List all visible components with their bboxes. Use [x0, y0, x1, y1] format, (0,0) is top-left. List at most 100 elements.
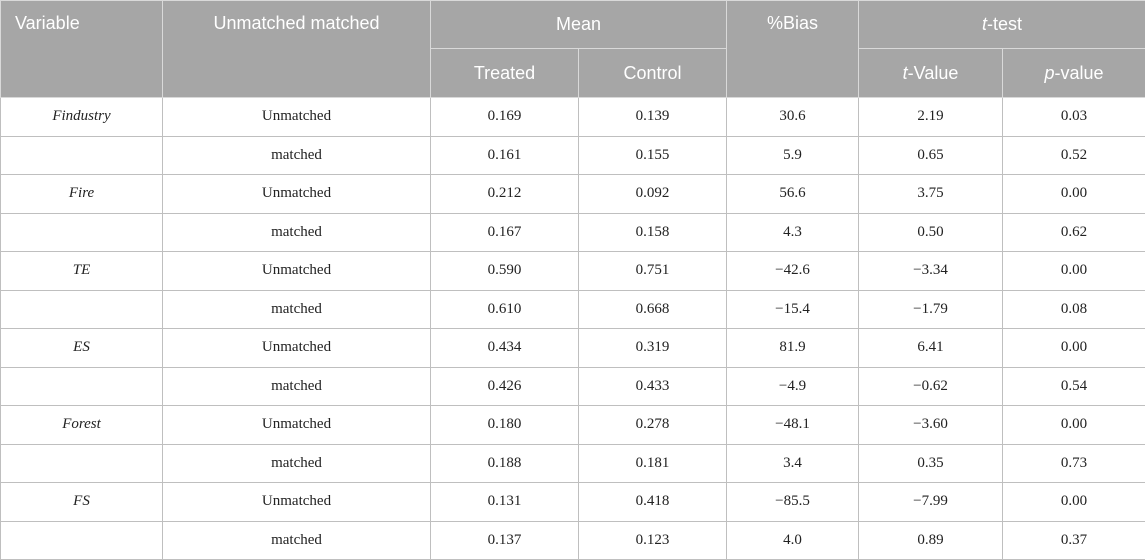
cell-control: 0.433: [579, 367, 727, 406]
cell-bias: 4.3: [727, 213, 859, 252]
cell-sample: matched: [163, 367, 431, 406]
cell-sample: Unmatched: [163, 483, 431, 522]
cell-treated: 0.137: [431, 521, 579, 560]
cell-sample: matched: [163, 521, 431, 560]
header-mean: Mean: [431, 1, 727, 49]
cell-variable: Findustry: [1, 98, 163, 137]
cell-control: 0.092: [579, 175, 727, 214]
cell-treated: 0.180: [431, 406, 579, 445]
cell-control: 0.181: [579, 444, 727, 483]
cell-p-value: 0.54: [1003, 367, 1145, 406]
cell-control: 0.123: [579, 521, 727, 560]
cell-bias: 5.9: [727, 136, 859, 175]
header-bias: %Bias: [727, 1, 859, 98]
cell-t-value: −3.34: [859, 252, 1003, 291]
cell-p-value: 0.73: [1003, 444, 1145, 483]
cell-bias: 30.6: [727, 98, 859, 137]
cell-t-value: 0.89: [859, 521, 1003, 560]
cell-bias: 56.6: [727, 175, 859, 214]
cell-t-value: 2.19: [859, 98, 1003, 137]
cell-control: 0.139: [579, 98, 727, 137]
cell-sample: matched: [163, 213, 431, 252]
cell-bias: −15.4: [727, 290, 859, 329]
cell-p-value: 0.00: [1003, 252, 1145, 291]
cell-variable: [1, 290, 163, 329]
table-header: Variable Unmatched matched Mean %Bias t-…: [1, 1, 1145, 98]
cell-variable: Fire: [1, 175, 163, 214]
cell-bias: −42.6: [727, 252, 859, 291]
cell-variable: ES: [1, 329, 163, 368]
cell-control: 0.278: [579, 406, 727, 445]
cell-t-value: −7.99: [859, 483, 1003, 522]
cell-sample: Unmatched: [163, 329, 431, 368]
cell-sample: Unmatched: [163, 252, 431, 291]
cell-p-value: 0.08: [1003, 290, 1145, 329]
cell-t-value: 0.65: [859, 136, 1003, 175]
cell-variable: [1, 521, 163, 560]
cell-control: 0.158: [579, 213, 727, 252]
cell-sample: Unmatched: [163, 406, 431, 445]
cell-bias: 4.0: [727, 521, 859, 560]
cell-p-value: 0.00: [1003, 175, 1145, 214]
header-ttest: t-test: [859, 1, 1145, 49]
cell-bias: −48.1: [727, 406, 859, 445]
cell-treated: 0.426: [431, 367, 579, 406]
cell-control: 0.418: [579, 483, 727, 522]
cell-sample: matched: [163, 444, 431, 483]
cell-t-value: 6.41: [859, 329, 1003, 368]
cell-p-value: 0.37: [1003, 521, 1145, 560]
cell-variable: [1, 213, 163, 252]
cell-treated: 0.161: [431, 136, 579, 175]
cell-treated: 0.610: [431, 290, 579, 329]
cell-bias: −85.5: [727, 483, 859, 522]
cell-treated: 0.590: [431, 252, 579, 291]
cell-variable: TE: [1, 252, 163, 291]
header-treated: Treated: [431, 49, 579, 98]
cell-sample: matched: [163, 136, 431, 175]
cell-variable: [1, 136, 163, 175]
cell-control: 0.668: [579, 290, 727, 329]
cell-t-value: −1.79: [859, 290, 1003, 329]
cell-variable: [1, 444, 163, 483]
cell-p-value: 0.00: [1003, 406, 1145, 445]
cell-t-value: −3.60: [859, 406, 1003, 445]
cell-treated: 0.212: [431, 175, 579, 214]
header-p-value: p-value: [1003, 49, 1145, 98]
cell-sample: Unmatched: [163, 175, 431, 214]
cell-t-value: 0.50: [859, 213, 1003, 252]
cell-p-value: 0.00: [1003, 329, 1145, 368]
cell-control: 0.319: [579, 329, 727, 368]
cell-t-value: 0.35: [859, 444, 1003, 483]
cell-control: 0.751: [579, 252, 727, 291]
cell-sample: matched: [163, 290, 431, 329]
cell-bias: 3.4: [727, 444, 859, 483]
header-variable: Variable: [1, 1, 163, 98]
cell-variable: FS: [1, 483, 163, 522]
cell-treated: 0.131: [431, 483, 579, 522]
cell-sample: Unmatched: [163, 98, 431, 137]
header-t-value: t-Value: [859, 49, 1003, 98]
cell-treated: 0.167: [431, 213, 579, 252]
cell-p-value: 0.62: [1003, 213, 1145, 252]
cell-p-value: 0.52: [1003, 136, 1145, 175]
header-unmatched-matched: Unmatched matched: [163, 1, 431, 98]
cell-treated: 0.434: [431, 329, 579, 368]
cell-p-value: 0.00: [1003, 483, 1145, 522]
cell-t-value: −0.62: [859, 367, 1003, 406]
cell-treated: 0.188: [431, 444, 579, 483]
cell-t-value: 3.75: [859, 175, 1003, 214]
header-control: Control: [579, 49, 727, 98]
